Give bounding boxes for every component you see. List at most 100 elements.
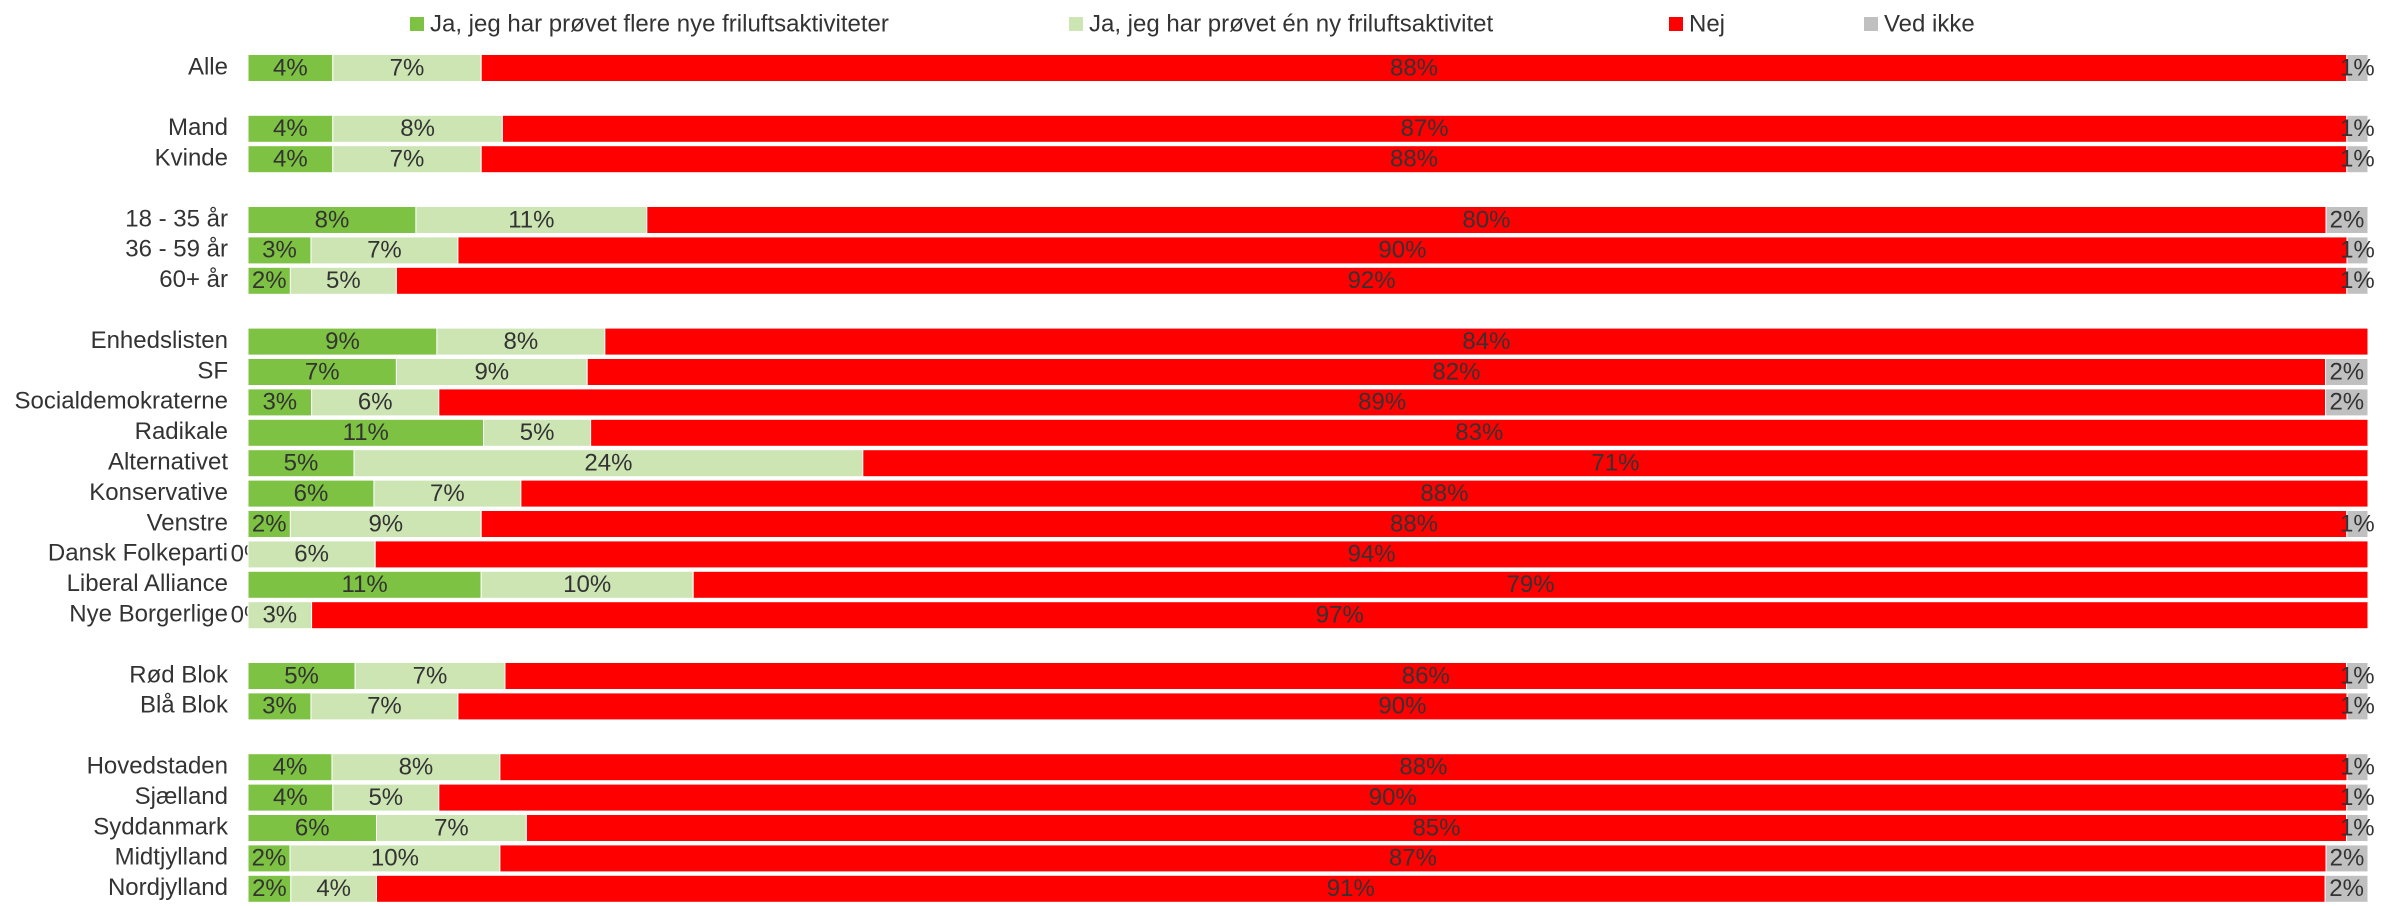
data-label: 7% bbox=[434, 814, 469, 841]
y-tick-label: Syddanmark bbox=[93, 813, 229, 840]
y-tick-label: Hovedstaden bbox=[87, 753, 228, 780]
bar-segment bbox=[480, 570, 694, 599]
legend-label: Ved ikke bbox=[1884, 10, 1975, 37]
legend-swatch bbox=[1669, 17, 1683, 31]
y-tick-label: Blå Blok bbox=[140, 692, 229, 719]
y-tick-label: Nye Borgerlige bbox=[69, 601, 228, 628]
bar-segment bbox=[604, 327, 2369, 356]
bar-segment bbox=[2346, 662, 2369, 690]
bar-segment bbox=[692, 570, 2369, 599]
data-label: 1% bbox=[2340, 510, 2375, 537]
y-tick-label: Alternativet bbox=[108, 449, 228, 476]
bar-segment bbox=[247, 388, 313, 417]
bar-segment bbox=[310, 236, 459, 265]
bar-segment bbox=[247, 114, 334, 143]
data-label: 83% bbox=[1455, 419, 1503, 446]
data-label: 5% bbox=[326, 267, 361, 294]
data-label: 1% bbox=[2340, 237, 2375, 264]
data-label: 90% bbox=[1378, 693, 1426, 720]
data-label: 10% bbox=[563, 571, 611, 598]
data-label: 2% bbox=[2329, 389, 2364, 416]
y-tick-label: Mand bbox=[168, 114, 228, 141]
data-label: 2% bbox=[2330, 206, 2365, 233]
y-tick-label: Rød Blok bbox=[129, 661, 229, 688]
data-label: 90% bbox=[1378, 237, 1426, 264]
data-label: 86% bbox=[1402, 662, 1450, 689]
data-label: 80% bbox=[1462, 206, 1510, 233]
y-tick-label: 18 - 35 år bbox=[125, 205, 228, 232]
bar-segment bbox=[247, 601, 313, 630]
data-label: 88% bbox=[1399, 754, 1447, 781]
data-label: 11% bbox=[341, 571, 387, 598]
data-label: 2% bbox=[2329, 875, 2364, 902]
bar-segment bbox=[247, 783, 334, 812]
bar-segment bbox=[2346, 510, 2369, 538]
data-label: 87% bbox=[1389, 845, 1437, 872]
bar-segment bbox=[310, 692, 459, 721]
y-tick-label: Radikale bbox=[135, 418, 228, 445]
y-tick-label: Dansk Folkeparti bbox=[48, 540, 228, 567]
bar-segment bbox=[2346, 753, 2369, 782]
y-tick-label: Konservative bbox=[89, 479, 228, 506]
data-label: 1% bbox=[2340, 267, 2375, 294]
y-tick-label: SF bbox=[197, 357, 228, 384]
data-label: 6% bbox=[358, 389, 393, 416]
bar-segment bbox=[247, 206, 417, 234]
bar-segment bbox=[247, 327, 438, 356]
bar-segment bbox=[353, 449, 864, 478]
data-label: 4% bbox=[273, 754, 308, 781]
y-tick-label: Alle bbox=[188, 53, 228, 80]
y-tick-label: Enhedslisten bbox=[91, 327, 228, 354]
bar-segment bbox=[247, 662, 356, 690]
bar-segment bbox=[289, 510, 482, 538]
data-label: 85% bbox=[1412, 814, 1460, 841]
data-label: 82% bbox=[1432, 358, 1480, 385]
data-label: 88% bbox=[1390, 146, 1438, 173]
data-label: 2% bbox=[2330, 845, 2365, 872]
data-label: 7% bbox=[390, 54, 425, 81]
data-label: 5% bbox=[284, 662, 319, 689]
bar-segment bbox=[483, 418, 592, 447]
bar-segment bbox=[504, 662, 2348, 690]
bar-segment bbox=[332, 783, 440, 812]
bar-segment bbox=[2325, 358, 2369, 386]
bar-segment bbox=[862, 449, 2369, 478]
bar-segment bbox=[2346, 814, 2369, 842]
bar-segment bbox=[374, 540, 2369, 569]
bar-segment bbox=[590, 418, 2369, 447]
bar-segment bbox=[438, 783, 2348, 812]
bar-segment bbox=[247, 814, 377, 842]
data-label: 5% bbox=[520, 419, 555, 446]
legend-label: Ja, jeg har prøvet én ny friluftsaktivit… bbox=[1089, 10, 1494, 37]
data-label: 2% bbox=[252, 267, 287, 294]
bar-segment bbox=[499, 844, 2327, 873]
bar-segment bbox=[480, 510, 2348, 538]
y-tick-label: 60+ år bbox=[159, 266, 228, 293]
data-label: 9% bbox=[474, 358, 509, 385]
y-tick-label: Socialdemokraterne bbox=[15, 388, 228, 415]
bar-segment bbox=[2346, 114, 2369, 143]
data-label: 3% bbox=[262, 602, 297, 629]
bar-segment bbox=[2346, 236, 2369, 265]
data-label: 4% bbox=[273, 784, 308, 811]
bar-segment bbox=[415, 206, 648, 234]
data-label: 1% bbox=[2340, 754, 2375, 781]
data-label: 11% bbox=[508, 206, 554, 233]
data-label: 88% bbox=[1420, 480, 1468, 507]
y-tick-label: Midtjylland bbox=[115, 844, 228, 871]
data-label: 3% bbox=[262, 237, 297, 264]
data-label: 4% bbox=[273, 146, 308, 173]
bar-segment bbox=[438, 388, 2327, 417]
bar-segment bbox=[501, 114, 2348, 143]
data-label: 89% bbox=[1358, 389, 1406, 416]
bar-segment bbox=[2325, 388, 2369, 417]
legend-label: Nej bbox=[1689, 10, 1725, 37]
y-tick-label: Liberal Alliance bbox=[67, 570, 228, 597]
data-label: 1% bbox=[2340, 693, 2375, 720]
data-label: 7% bbox=[305, 358, 340, 385]
data-label: 94% bbox=[1348, 541, 1396, 568]
bar-segment bbox=[2346, 145, 2369, 174]
data-label: 4% bbox=[273, 115, 308, 142]
bar-segment bbox=[520, 479, 2369, 508]
